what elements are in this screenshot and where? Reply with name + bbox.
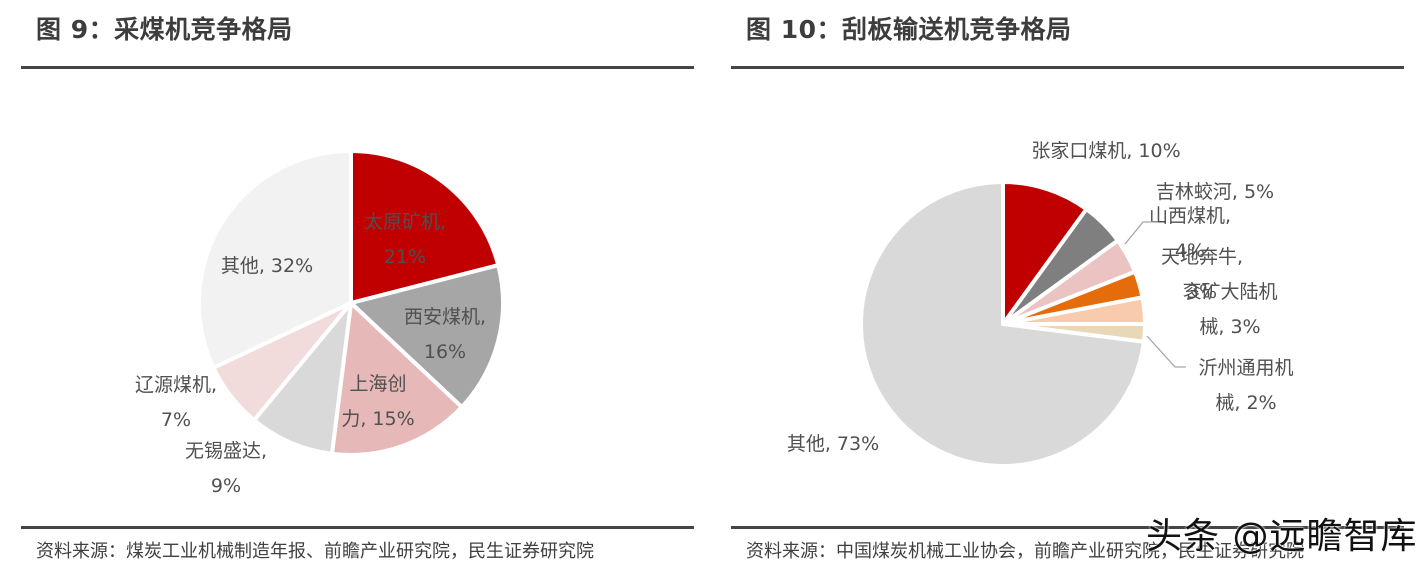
right-figure: 图 10：刮板输送机竞争格局 资料来源：中国煤炭机械工业协会，前瞻产业研究院，民… (710, 0, 1420, 569)
pie-slice (349, 263, 505, 410)
slice-label: 西安煤机, 16% (404, 306, 486, 363)
slice-label: 其他, 73% (787, 433, 879, 455)
slice-label: 吉林蛟河, 5% (1156, 181, 1274, 203)
slice-label: 太原矿机, 21% (364, 211, 446, 268)
left-figure: 图 9：采煤机竞争格局 资料来源：煤炭工业机械制造年报、前瞻产业研究院，民生证券… (21, 15, 694, 562)
slice-label: 无锡盛达, 9% (185, 440, 267, 497)
left-top-divider (21, 66, 694, 69)
scraper-conveyor-pie: 张家口煤机, 10% 吉林蛟河, 5%山西煤机, 4%天地奔牛, 3%衮矿大陆机械, … (787, 140, 1294, 468)
pie-slice (329, 301, 464, 457)
slice-label: 上海创力, 15% (341, 373, 414, 430)
pie-slice (349, 149, 501, 305)
pie-slice (197, 149, 353, 370)
slice-label: 衮矿大陆机械, 3% (1182, 281, 1277, 338)
mining-machine-pie: 太原矿机, 21% 西安煤机, 16% 上海创力, 15% 无锡盛达, 9% 辽源煤机, 7% 其… (135, 149, 505, 497)
slice-label: 其他, 32% (221, 255, 313, 277)
right-top-divider (731, 66, 1404, 69)
right-source-note: 资料来源：中国煤炭机械工业协会，前瞻产业研究院，民生证券研究院 (746, 541, 1304, 562)
left-figure-title: 图 9：采煤机竞争格局 (36, 15, 293, 44)
leader-lines (1124, 221, 1186, 368)
right-figure-title: 图 10：刮板输送机竞争格局 (746, 15, 1072, 44)
left-bottom-divider (21, 526, 694, 529)
right-bottom-divider (731, 526, 1404, 529)
slice-label: 沂州通用机械, 2% (1198, 357, 1293, 414)
pie-slice (859, 180, 1146, 468)
slice-label: 辽源煤机, 7% (135, 374, 217, 431)
left-source-note: 资料来源：煤炭工业机械制造年报、前瞻产业研究院，民生证券研究院 (36, 541, 594, 562)
slice-label: 张家口煤机, 10% (1031, 140, 1180, 162)
slice-label: 天地奔牛, 3% (1161, 246, 1243, 303)
watermark: 头条 @远瞻智库 (1146, 516, 1418, 557)
slice-label: 山西煤机, 4% (1149, 205, 1231, 262)
